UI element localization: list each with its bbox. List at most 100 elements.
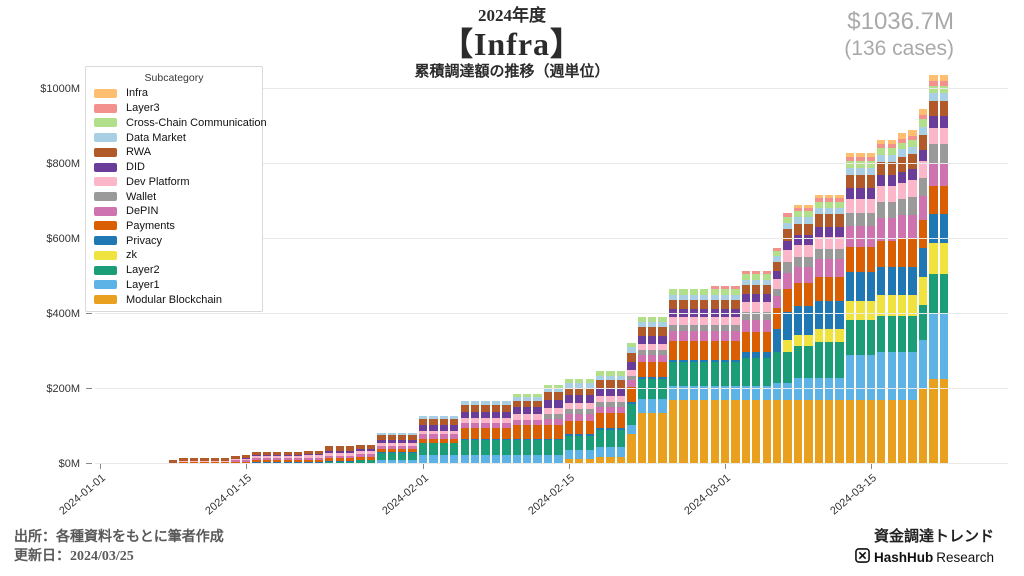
bar-segment — [835, 300, 844, 329]
bar-segment — [929, 144, 938, 163]
bar-segment — [491, 422, 501, 428]
bar-segment — [814, 377, 823, 401]
bar-segment — [689, 289, 698, 295]
bar-segment — [595, 406, 605, 414]
bar-segment — [877, 185, 886, 203]
bar-segment — [585, 409, 594, 414]
bar-segment — [762, 312, 771, 320]
bar-segment — [554, 414, 563, 419]
bar-segment — [502, 454, 511, 464]
bar-segment — [918, 134, 928, 150]
bar-segment — [793, 377, 803, 401]
bar-segment — [887, 174, 896, 186]
plot-area: 2024-01-01 2024-01-15 2024-02-01 2024-02-15… — [57, 75, 1008, 517]
bar-segment — [595, 430, 605, 448]
bar-segment — [481, 438, 490, 441]
bar — [637, 317, 646, 464]
bar-segment — [616, 456, 626, 464]
bar-segment — [793, 256, 803, 268]
bar-segment — [523, 407, 532, 415]
bar-segment — [502, 438, 511, 441]
bar — [575, 378, 584, 464]
bar-segment — [314, 461, 324, 463]
bar-segment — [814, 329, 823, 343]
bar-segment — [908, 315, 917, 352]
bar — [356, 444, 365, 464]
bar-segment — [533, 407, 542, 415]
bar-segment — [325, 450, 334, 453]
bar-segment — [908, 351, 917, 401]
bar-segment — [877, 315, 886, 352]
bar-segment — [210, 462, 219, 463]
bar — [595, 371, 605, 464]
bar-segment — [814, 201, 823, 208]
bar-segment — [262, 455, 271, 457]
bar-segment — [450, 425, 459, 431]
bar-segment — [866, 157, 876, 162]
bar-segment — [825, 207, 834, 215]
bar-segment — [418, 454, 428, 464]
bar-segment — [398, 434, 407, 440]
bar — [523, 393, 532, 464]
bar-segment — [418, 438, 428, 443]
bar-segment — [845, 188, 855, 199]
bar-segment — [939, 274, 948, 314]
bar-segment — [273, 458, 282, 460]
bar-segment — [398, 443, 407, 446]
bar-segment — [366, 454, 376, 457]
bar-segment — [887, 315, 896, 352]
bar-segment — [273, 455, 282, 457]
bar-segment — [710, 386, 719, 401]
bar-segment — [835, 201, 844, 208]
bar-segment — [825, 342, 834, 378]
bar — [856, 152, 865, 464]
bar-segment — [814, 207, 823, 215]
bar-segment — [554, 438, 563, 441]
bar-segment — [325, 461, 334, 464]
bar-segment — [720, 400, 730, 464]
bar-segment — [825, 248, 834, 260]
bar-segment — [929, 127, 938, 145]
bar-segment — [616, 387, 626, 397]
bar-segment — [418, 419, 428, 426]
bar-segment — [637, 317, 646, 322]
bar-segment — [804, 282, 813, 307]
bar-segment — [845, 152, 855, 158]
bar-segment — [845, 400, 855, 464]
total-amount: $1036.7M — [847, 8, 954, 35]
bar-segment — [772, 351, 782, 384]
bar-segment — [262, 459, 271, 462]
bar-segment — [720, 386, 730, 401]
bar-segment — [512, 393, 521, 397]
bar-segment — [762, 279, 771, 286]
bar-segment — [897, 156, 907, 172]
bar-segment — [897, 295, 907, 316]
bar-segment — [793, 306, 803, 335]
bar-segment — [731, 400, 740, 464]
y-axis-label: $400M — [46, 308, 80, 320]
bar-segment — [523, 454, 532, 464]
bar-segment — [356, 460, 365, 464]
bar-segment — [366, 460, 376, 464]
bar-segment — [616, 447, 626, 457]
bar-segment — [460, 401, 469, 405]
bar-segment — [804, 345, 813, 378]
bar-segment — [460, 438, 469, 441]
bar-segment — [460, 422, 469, 428]
bar-segment — [752, 271, 761, 275]
bar-segment — [877, 139, 886, 145]
bar-segment — [335, 461, 344, 462]
bar-segment — [481, 401, 490, 405]
bar-segment — [720, 289, 730, 295]
bar — [845, 152, 855, 464]
bar — [866, 152, 876, 464]
bar-segment — [273, 459, 282, 462]
bar-segment — [221, 462, 230, 463]
bar-segment — [887, 218, 896, 242]
bar-segment — [585, 403, 594, 410]
bar-segment — [845, 198, 855, 214]
bar-segment — [939, 127, 948, 145]
bar-segment — [679, 386, 688, 401]
bar-segment — [783, 240, 792, 251]
x-tick — [870, 464, 872, 469]
